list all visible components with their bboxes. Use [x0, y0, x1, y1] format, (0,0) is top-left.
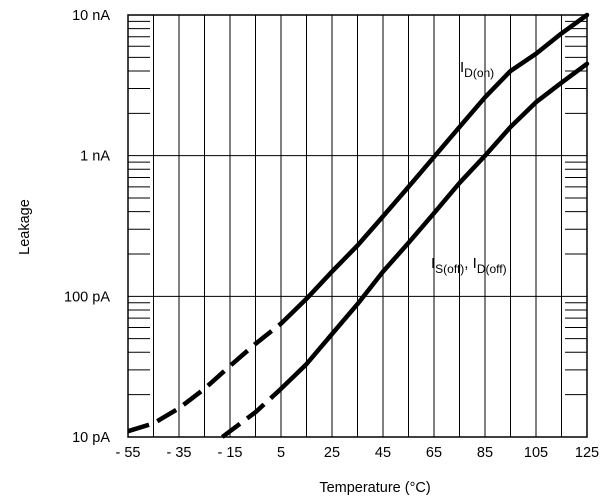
series-label-id-on-main: I	[460, 59, 464, 76]
x-tick-label: 5	[277, 445, 285, 461]
x-tick-label: 85	[477, 445, 493, 461]
plot-frame	[127, 14, 588, 438]
x-tick-label: 25	[324, 445, 340, 461]
series-label-is-off-sub: S(off)	[435, 262, 464, 276]
x-tick-label: - 55	[116, 445, 141, 461]
series-1-line	[278, 12, 590, 326]
y-axis-title: Leakage	[17, 199, 33, 255]
y-tick-labels: 10 pA 100 pA 1 nA 10 nA	[64, 8, 110, 446]
x-tick-label: 125	[575, 445, 599, 461]
y-tick-label: 10 pA	[72, 430, 110, 446]
series-label-id-on: ID(on)	[460, 59, 494, 80]
series-label-is-off-main: I	[431, 255, 435, 272]
y-tick-label: 10 nA	[72, 8, 110, 24]
minor-grid	[128, 20, 587, 396]
x-tick-label: 65	[426, 445, 442, 461]
x-axis-title: Temperature (°C)	[319, 480, 430, 496]
x-tick-label: - 15	[218, 445, 243, 461]
series-1-extrapolated-line	[127, 321, 283, 434]
series-2-line	[278, 61, 590, 392]
y-tick-label: 100 pA	[64, 289, 110, 305]
x-tick-label: - 35	[167, 445, 192, 461]
series-label-is-off: IS(off), ID(off)	[431, 255, 507, 276]
series-label-id-off-sub: D(off)	[477, 262, 507, 276]
y-tick-label: 1 nA	[80, 149, 110, 165]
x-tick-labels: - 55 - 35 - 15 5 25 45 65 85 105 125	[116, 445, 600, 461]
series-label-id-on-sub: D(on)	[464, 66, 494, 80]
major-grid	[128, 15, 587, 437]
series-2-extrapolated-line	[220, 387, 283, 439]
series-label-is-off-sep: , I	[464, 255, 477, 272]
x-tick-label: 105	[524, 445, 548, 461]
x-tick-label: 45	[375, 445, 391, 461]
series-layer	[127, 12, 590, 439]
